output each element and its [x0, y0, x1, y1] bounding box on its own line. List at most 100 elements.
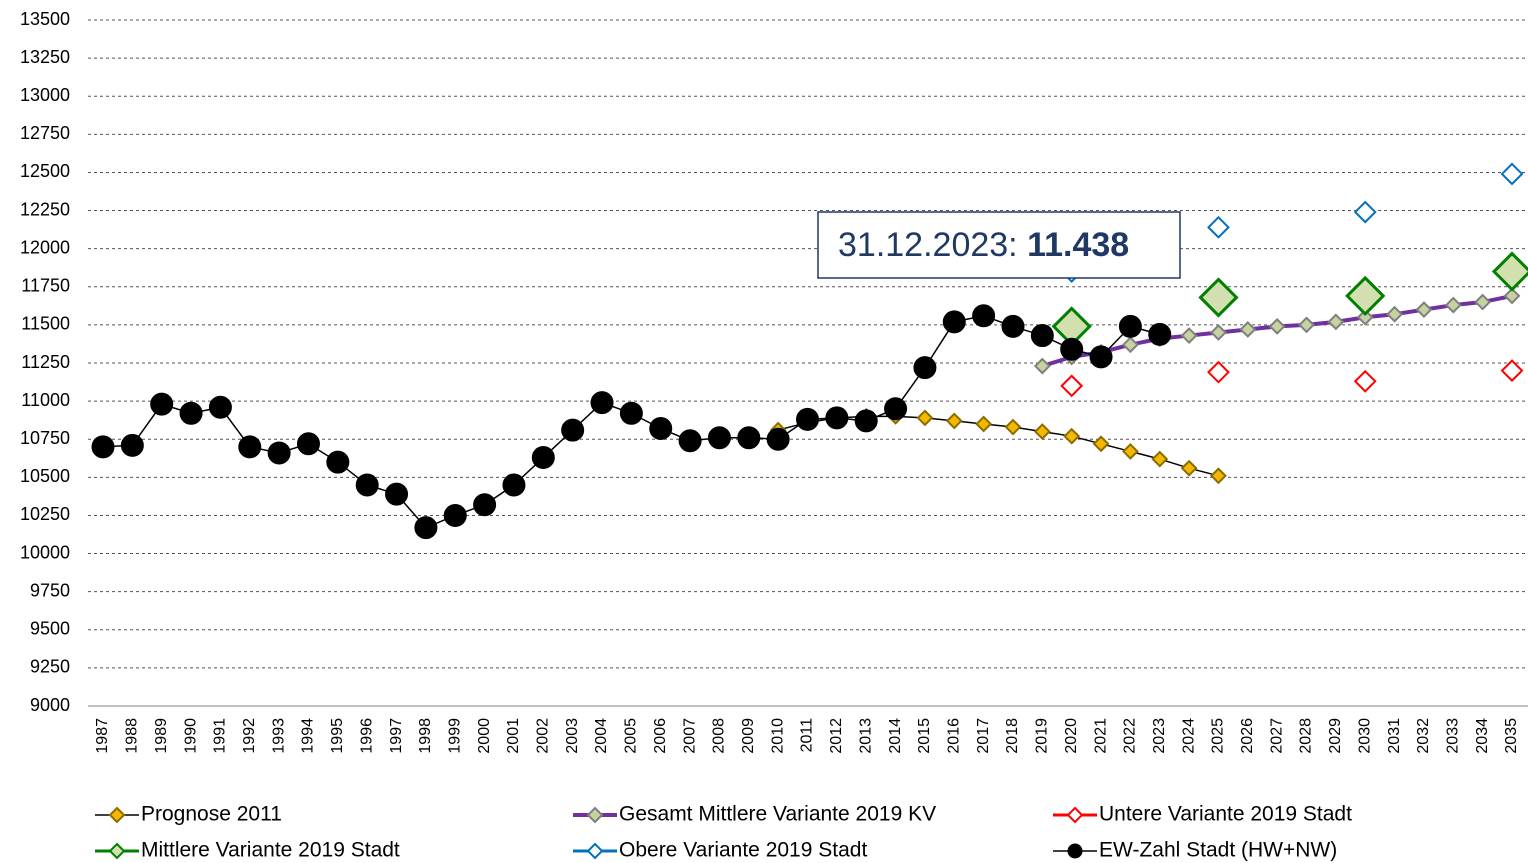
x-tick-label: 1992: [241, 718, 258, 754]
x-tick-label: 2033: [1445, 718, 1462, 754]
y-tick-label: 12000: [20, 237, 70, 257]
x-tick-label: 2013: [857, 718, 874, 754]
x-tick-label: 2020: [1063, 718, 1080, 754]
marker: [91, 435, 115, 459]
marker: [1001, 314, 1025, 338]
marker: [884, 397, 908, 421]
x-tick-label: 1999: [446, 718, 463, 754]
y-tick-label: 9000: [30, 695, 70, 715]
x-tick-label: 2031: [1386, 718, 1403, 754]
marker: [1033, 423, 1051, 441]
marker: [1239, 321, 1257, 338]
marker: [108, 842, 126, 860]
x-tick-label: 2000: [476, 718, 493, 754]
marker: [1327, 313, 1345, 331]
y-tick-label: 12500: [20, 161, 70, 181]
x-tick-label: 2008: [711, 718, 728, 754]
x-tick-label: 2027: [1268, 718, 1285, 754]
marker: [975, 415, 993, 433]
x-tick-label: 2034: [1474, 718, 1491, 754]
y-tick-label: 11000: [21, 390, 70, 410]
x-tick-label: 1987: [94, 718, 111, 754]
marker: [1033, 357, 1051, 375]
marker: [108, 806, 126, 824]
marker: [1503, 287, 1521, 305]
marker: [1345, 275, 1386, 317]
marker: [737, 426, 761, 450]
y-tick-label: 13000: [20, 85, 70, 105]
marker: [1353, 200, 1377, 224]
legend-label: Prognose 2011: [141, 803, 282, 826]
y-tick-label: 11750: [21, 276, 70, 296]
annotation-label: 31.12.2023:: [838, 226, 1018, 264]
marker: [1180, 459, 1198, 477]
marker: [414, 516, 438, 540]
y-tick-label: 13250: [20, 47, 70, 67]
marker: [296, 432, 320, 456]
marker: [707, 426, 731, 450]
x-tick-label: 2001: [505, 718, 522, 754]
x-tick-label: 1989: [153, 718, 170, 754]
marker: [385, 482, 409, 506]
x-tick-label: 2024: [1180, 718, 1197, 754]
marker: [649, 417, 673, 441]
x-tick-label: 2028: [1298, 718, 1315, 754]
marker: [1066, 806, 1084, 824]
marker: [1353, 369, 1377, 393]
marker: [1180, 327, 1198, 344]
marker: [1356, 308, 1374, 326]
marker: [1500, 162, 1524, 186]
marker: [238, 435, 262, 459]
marker: [1030, 324, 1054, 348]
marker: [1063, 427, 1081, 445]
x-tick-label: 2026: [1239, 718, 1256, 754]
y-tick-label: 13500: [20, 9, 70, 29]
x-tick-label: 2007: [681, 718, 698, 754]
legend-label: Mittlere Variante 2019 Stadt: [141, 839, 400, 862]
marker: [825, 406, 849, 430]
annotation: 31.12.2023: 11.438: [838, 226, 1129, 264]
marker: [267, 441, 291, 465]
marker: [854, 409, 878, 433]
marker: [1089, 345, 1113, 369]
marker: [678, 429, 702, 453]
x-tick-label: 2021: [1092, 718, 1109, 754]
marker: [1004, 418, 1022, 436]
marker: [1207, 360, 1230, 384]
y-tick-label: 9250: [30, 657, 70, 677]
marker: [1491, 251, 1528, 292]
marker: [150, 392, 174, 416]
x-tick-label: 2023: [1151, 718, 1168, 754]
marker: [208, 395, 232, 419]
x-tick-label: 2015: [916, 718, 933, 754]
marker: [1148, 322, 1172, 346]
x-tick-label: 1988: [124, 718, 141, 754]
x-tick-label: 1990: [182, 718, 199, 754]
x-tick-label: 1991: [212, 718, 229, 754]
x-tick-label: 2029: [1327, 718, 1344, 754]
marker: [945, 412, 963, 430]
marker: [1210, 324, 1227, 341]
marker: [1198, 277, 1239, 318]
y-tick-label: 9750: [30, 580, 70, 600]
marker: [502, 473, 526, 497]
marker: [1060, 337, 1084, 361]
marker: [120, 433, 144, 457]
marker: [1444, 296, 1462, 314]
marker: [796, 407, 819, 431]
y-tick-label: 12750: [20, 123, 70, 143]
marker: [326, 450, 350, 474]
marker: [586, 806, 604, 824]
marker: [1121, 336, 1139, 354]
x-tick-label: 2032: [1415, 718, 1432, 754]
x-tick-label: 2003: [564, 718, 581, 754]
marker: [1151, 450, 1169, 468]
marker: [1474, 293, 1492, 311]
marker: [916, 409, 934, 427]
y-tick-label: 12250: [20, 199, 70, 219]
annotation-box: [817, 211, 1181, 279]
marker: [1067, 843, 1083, 859]
x-tick-label: 2012: [828, 718, 845, 754]
marker: [473, 493, 497, 517]
